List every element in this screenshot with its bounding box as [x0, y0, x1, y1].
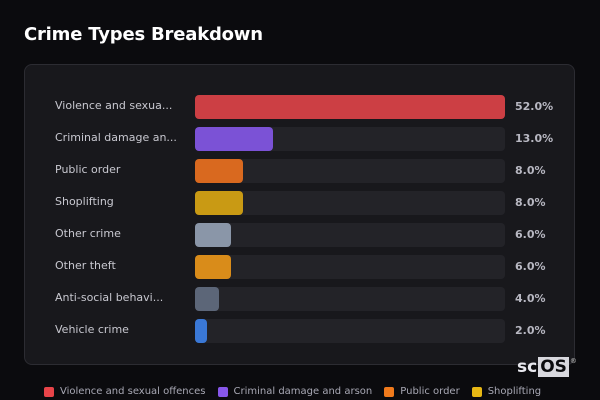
bar-value: 52.0%: [515, 100, 554, 113]
bar-row[interactable]: Other theft 6.0%: [25, 255, 574, 279]
chart-legend: Violence and sexual offences Criminal dam…: [44, 386, 541, 397]
legend-swatch-icon: [44, 386, 54, 397]
legend-item[interactable]: Violence and sexual offences: [44, 386, 206, 397]
bar-track: [195, 255, 505, 279]
bar-fill[interactable]: [195, 127, 273, 151]
bar-row[interactable]: Vehicle crime 2.0%: [25, 319, 574, 343]
bar-value: 8.0%: [515, 164, 546, 177]
bar-value: 13.0%: [515, 132, 554, 145]
bar-fill[interactable]: [195, 95, 505, 119]
bar-fill[interactable]: [195, 191, 243, 215]
logo-sc: sc: [517, 357, 538, 377]
logo-os: OS: [538, 357, 569, 377]
bar-row[interactable]: Public order 8.0%: [25, 159, 574, 183]
bar-fill[interactable]: [195, 287, 219, 311]
legend-label: Shoplifting: [487, 386, 542, 397]
legend-label: Violence and sexual offences: [60, 386, 206, 397]
legend-swatch-icon: [384, 386, 395, 397]
bar-value: 8.0%: [515, 196, 546, 209]
legend-item[interactable]: Criminal damage and arson: [217, 386, 373, 397]
page-title: Crime Types Breakdown: [24, 24, 263, 45]
bar-row[interactable]: Other crime 6.0%: [25, 223, 574, 247]
bar-label: Shoplifting: [55, 195, 114, 208]
legend-item[interactable]: Shoplifting: [471, 386, 542, 397]
bar-row[interactable]: Shoplifting 8.0%: [25, 191, 574, 215]
bar-label: Criminal damage an...: [55, 131, 177, 144]
bar-value: 6.0%: [515, 260, 546, 273]
registered-mark: ®: [569, 357, 577, 365]
bar-track: [195, 287, 505, 311]
legend-swatch-icon: [471, 386, 482, 397]
legend-label: Criminal damage and arson: [233, 386, 373, 397]
bar-label: Public order: [55, 163, 121, 176]
bar-row[interactable]: Criminal damage an... 13.0%: [25, 127, 574, 151]
legend-label: Public order: [400, 386, 460, 397]
bar-label: Vehicle crime: [55, 323, 129, 336]
scos-logo: sc OS ®: [517, 357, 577, 377]
bar-value: 4.0%: [515, 292, 546, 305]
bar-label: Violence and sexua...: [55, 99, 173, 112]
bar-label: Other theft: [55, 259, 116, 272]
bar-track: [195, 127, 505, 151]
bar-track: [195, 95, 505, 119]
bar-fill[interactable]: [195, 255, 231, 279]
bar-track: [195, 319, 505, 343]
chart-card: Violence and sexua... 52.0% Criminal damag…: [24, 64, 575, 365]
legend-swatch-icon: [217, 386, 228, 397]
bar-track: [195, 191, 505, 215]
bar-row[interactable]: Violence and sexua... 52.0%: [25, 95, 574, 119]
bar-row[interactable]: Anti-social behavi... 4.0%: [25, 287, 574, 311]
bar-label: Other crime: [55, 227, 121, 240]
bar-track: [195, 223, 505, 247]
bar-value: 2.0%: [515, 324, 546, 337]
bar-fill[interactable]: [195, 223, 231, 247]
bar-fill[interactable]: [195, 319, 207, 343]
legend-item[interactable]: Public order: [384, 386, 460, 397]
bar-label: Anti-social behavi...: [55, 291, 164, 304]
bar-track: [195, 159, 505, 183]
bar-value: 6.0%: [515, 228, 546, 241]
bar-fill[interactable]: [195, 159, 243, 183]
